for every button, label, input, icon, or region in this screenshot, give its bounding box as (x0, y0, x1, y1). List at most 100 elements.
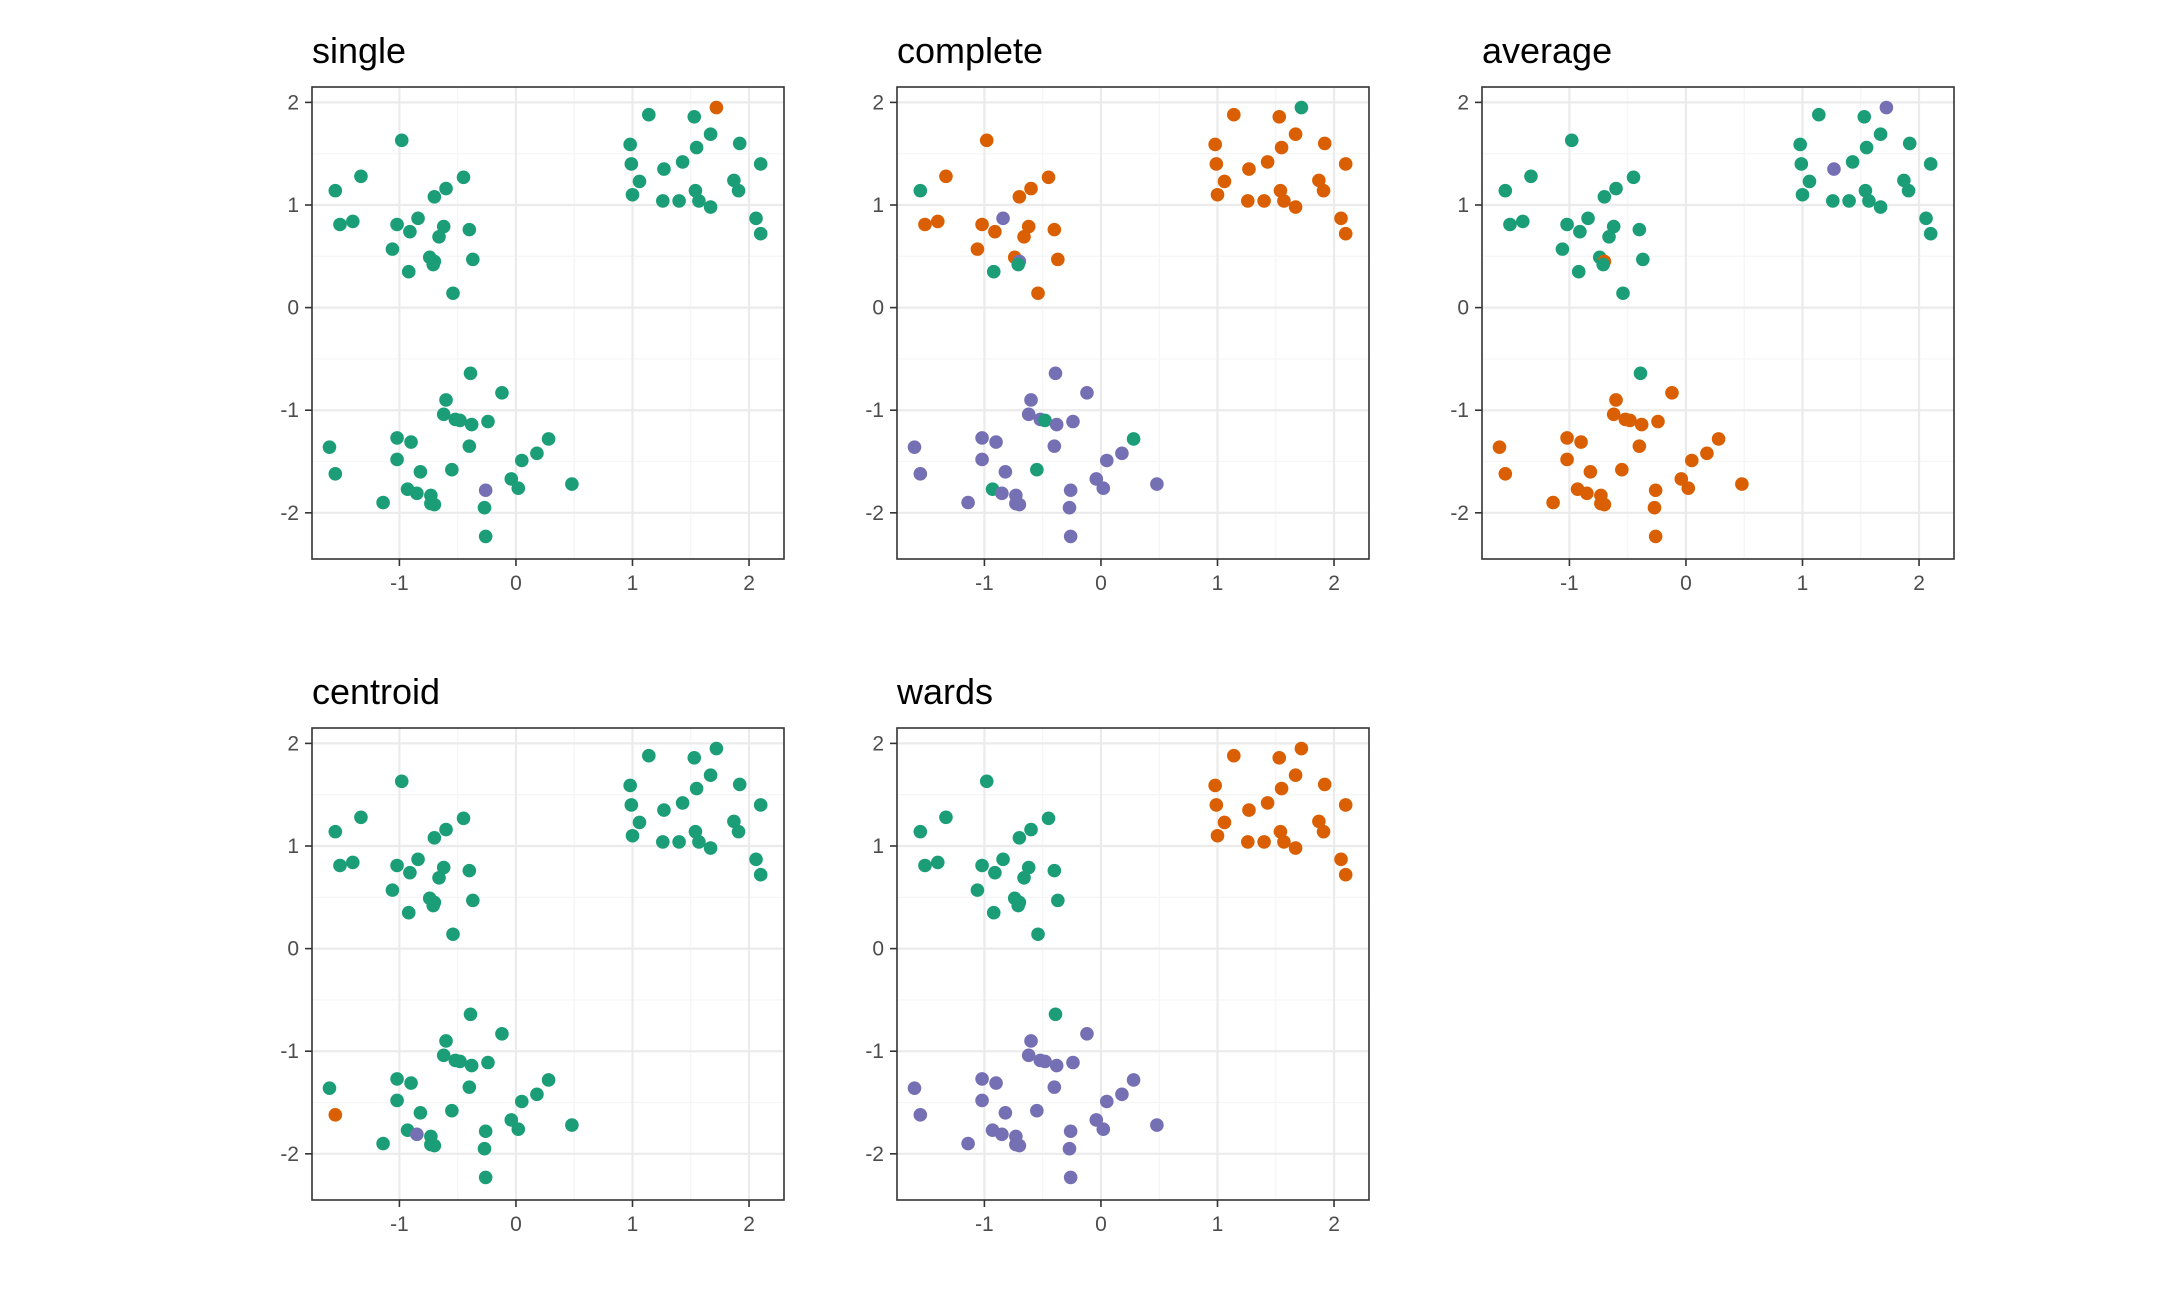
data-point (1041, 170, 1056, 185)
x-tick-label: -1 (1560, 572, 1579, 595)
data-point (1573, 224, 1587, 239)
y-tick-label: -1 (865, 399, 884, 422)
data-point (1099, 1094, 1114, 1109)
data-point (979, 133, 994, 148)
data-point (1272, 750, 1287, 765)
y-tick-label: 1 (287, 194, 299, 217)
data-point (1240, 194, 1255, 208)
data-point (478, 1124, 493, 1139)
data-point (1546, 495, 1560, 510)
data-point (1632, 439, 1647, 453)
data-point (1126, 1073, 1141, 1087)
data-point (995, 486, 1009, 501)
data-point (930, 855, 945, 870)
data-point (1923, 157, 1938, 171)
data-point (988, 865, 1002, 880)
data-point (514, 453, 529, 468)
data-point (1902, 136, 1917, 151)
y-tick-label: 0 (872, 297, 884, 320)
y-tick-label: 2 (287, 91, 299, 114)
data-point (1606, 407, 1621, 422)
data-point (1030, 462, 1044, 477)
data-point (907, 1081, 922, 1095)
x-tick-label: 2 (1913, 572, 1925, 595)
data-point (1024, 822, 1038, 837)
data-point (1317, 777, 1332, 792)
data-point (1012, 1138, 1027, 1153)
data-point (1560, 431, 1574, 445)
data-point (907, 440, 922, 454)
data-point (1257, 194, 1271, 208)
data-point (1827, 162, 1841, 176)
data-point (975, 858, 989, 873)
data-point (1047, 439, 1062, 453)
data-point (753, 798, 768, 812)
data-point (354, 169, 368, 184)
y-tick-label: -2 (1450, 502, 1469, 525)
data-point (541, 432, 556, 446)
data-point (481, 414, 495, 429)
data-point (1623, 413, 1637, 428)
data-point (436, 860, 451, 875)
y-tick-label: -1 (280, 1040, 299, 1063)
data-point (1066, 414, 1080, 429)
data-point (1096, 481, 1111, 496)
data-point (961, 495, 975, 510)
data-point (345, 214, 360, 229)
panel-border (311, 727, 785, 1201)
panel-border (896, 86, 1370, 560)
data-point (1063, 1124, 1078, 1139)
y-tick-label: 0 (287, 297, 299, 320)
data-point (541, 1073, 556, 1087)
data-point (333, 217, 347, 232)
data-point (1242, 162, 1256, 176)
data-point (1150, 477, 1164, 491)
data-point (390, 431, 404, 445)
data-point (385, 883, 400, 897)
data-point (1794, 157, 1809, 171)
data-point (1633, 366, 1648, 381)
data-point (709, 100, 724, 115)
data-point (731, 183, 746, 198)
data-point (495, 385, 509, 400)
data-point (1274, 781, 1289, 796)
y-tick-label: 1 (287, 835, 299, 858)
data-point (689, 140, 704, 155)
data-point (445, 1103, 459, 1118)
data-point (427, 1138, 442, 1153)
data-point (1665, 385, 1679, 400)
y-tick-label: -1 (865, 1040, 884, 1063)
panel-title: complete (897, 30, 1043, 71)
data-point (642, 107, 656, 122)
data-point (328, 467, 343, 481)
data-point (328, 824, 343, 839)
x-tick-label: 1 (1797, 572, 1809, 595)
y-tick-label: -2 (280, 502, 299, 525)
data-point (732, 777, 747, 792)
data-point (439, 1034, 453, 1048)
data-point (1334, 211, 1348, 226)
data-point (1647, 500, 1662, 515)
facet-average: -1 0 1 2 -2 -1 0 1 2 average (1450, 30, 1955, 595)
data-point (1210, 187, 1225, 202)
data-point (1288, 127, 1303, 141)
data-point (918, 858, 932, 873)
data-point (1857, 109, 1872, 124)
data-point (1242, 803, 1256, 817)
data-point (333, 858, 347, 873)
data-point (1312, 173, 1326, 188)
data-point (463, 366, 478, 381)
data-point (1651, 414, 1665, 429)
data-point (1227, 748, 1241, 763)
data-point (1674, 472, 1689, 486)
panel-title: centroid (312, 671, 440, 712)
y-tick-label: 1 (872, 194, 884, 217)
data-point (403, 224, 417, 239)
data-point (1049, 1058, 1064, 1073)
data-point (731, 824, 746, 839)
data-point (401, 264, 416, 279)
data-point (390, 858, 404, 873)
data-point (456, 170, 471, 185)
data-point (478, 483, 493, 498)
data-point (1312, 814, 1326, 829)
